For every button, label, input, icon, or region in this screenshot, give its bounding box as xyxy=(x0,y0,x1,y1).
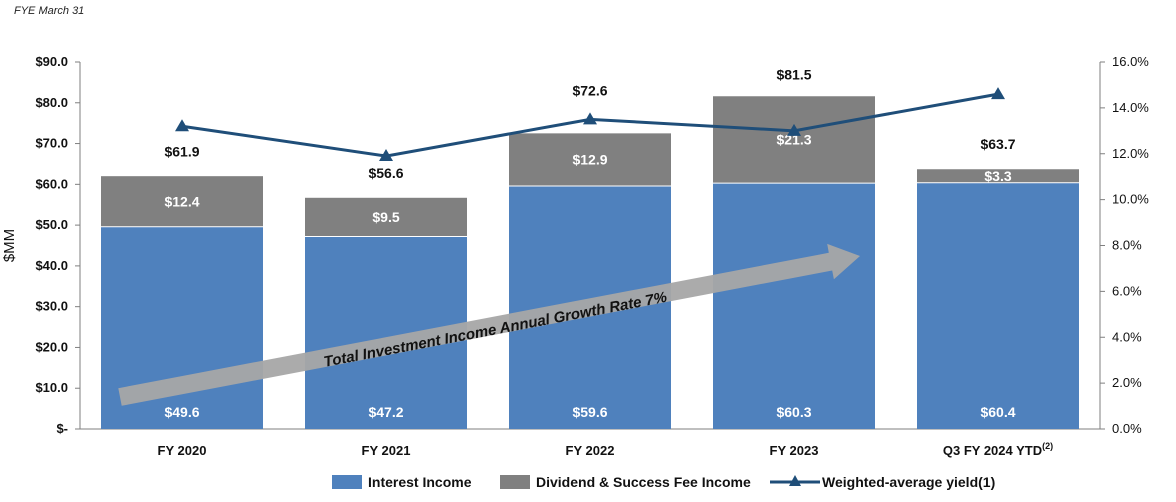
legend-swatch-yield-marker xyxy=(789,475,801,486)
y2-tick-label: 12.0% xyxy=(1112,146,1149,161)
y2-tick-label: 6.0% xyxy=(1112,283,1142,298)
yield-point xyxy=(175,119,189,132)
y2-tick-label: 16.0% xyxy=(1112,54,1149,69)
y-axis-label: $MM xyxy=(1,229,18,262)
legend-label-interest-income: Interest Income xyxy=(368,474,472,490)
y2-tick-label: 8.0% xyxy=(1112,238,1142,253)
bar-interest-income xyxy=(713,183,875,429)
x-category-label: FY 2020 xyxy=(158,443,207,458)
interest-income-label: $49.6 xyxy=(164,404,199,420)
yield-point xyxy=(379,149,393,162)
y-tick-label: $30.0 xyxy=(35,299,68,314)
bar-dividend-success-fee xyxy=(101,176,263,227)
y-tick-label: $60.0 xyxy=(35,176,68,191)
bar-interest-income xyxy=(917,182,1079,429)
y-tick-label: $70.0 xyxy=(35,136,68,151)
y-tick-label: $40.0 xyxy=(35,258,68,273)
interest-income-label: $47.2 xyxy=(368,404,403,420)
dividend-income-label: $9.5 xyxy=(372,209,399,225)
y-tick-label: $- xyxy=(56,421,68,436)
total-label: $63.7 xyxy=(980,136,1015,152)
x-category-label: FY 2021 xyxy=(362,443,411,458)
y-tick-label: $90.0 xyxy=(35,54,68,69)
fiscal-year-note: FYE March 31 xyxy=(14,5,85,17)
bar-dividend-success-fee xyxy=(509,133,671,186)
interest-income-label: $59.6 xyxy=(572,404,607,420)
yield-point xyxy=(787,123,801,136)
bar-dividend-success-fee xyxy=(305,197,467,237)
total-label: $56.6 xyxy=(368,165,403,181)
growth-arrow xyxy=(118,243,861,406)
total-label: $72.6 xyxy=(572,82,607,98)
yield-point xyxy=(991,87,1005,100)
y-tick-label: $10.0 xyxy=(35,380,68,395)
x-category-label: Q3 FY 2024 YTD(2) xyxy=(943,441,1053,458)
x-category-label: FY 2023 xyxy=(770,443,819,458)
interest-income-label: $60.3 xyxy=(776,404,811,420)
y2-tick-label: 14.0% xyxy=(1112,100,1149,115)
category-footnote-marker: (2) xyxy=(1042,441,1053,451)
y-tick-label: $50.0 xyxy=(35,217,68,232)
legend-swatch-dividend xyxy=(500,475,530,489)
yield-point xyxy=(583,112,597,125)
legend-label-yield: Weighted-average yield(1) xyxy=(822,474,995,490)
legend-label-dividend: Dividend & Success Fee Income xyxy=(536,474,751,490)
y2-tick-label: 2.0% xyxy=(1112,375,1142,390)
legend-swatch-interest-income xyxy=(332,475,362,489)
x-category-label: FY 2022 xyxy=(566,443,615,458)
dividend-income-label: $12.9 xyxy=(572,152,607,168)
y2-tick-label: 10.0% xyxy=(1112,192,1149,207)
dividend-income-label: $12.4 xyxy=(164,193,199,209)
bar-dividend-success-fee xyxy=(917,169,1079,183)
dividend-income-label: $3.3 xyxy=(984,168,1011,184)
interest-income-label: $60.4 xyxy=(980,404,1015,420)
dividend-income-label: $21.3 xyxy=(776,132,811,148)
y-tick-label: $20.0 xyxy=(35,339,68,354)
y2-tick-label: 0.0% xyxy=(1112,421,1142,436)
total-label: $81.5 xyxy=(776,67,811,83)
bar-dividend-success-fee xyxy=(713,96,875,184)
y-tick-label: $80.0 xyxy=(35,95,68,110)
total-label: $61.9 xyxy=(164,144,199,160)
y2-tick-label: 4.0% xyxy=(1112,329,1142,344)
